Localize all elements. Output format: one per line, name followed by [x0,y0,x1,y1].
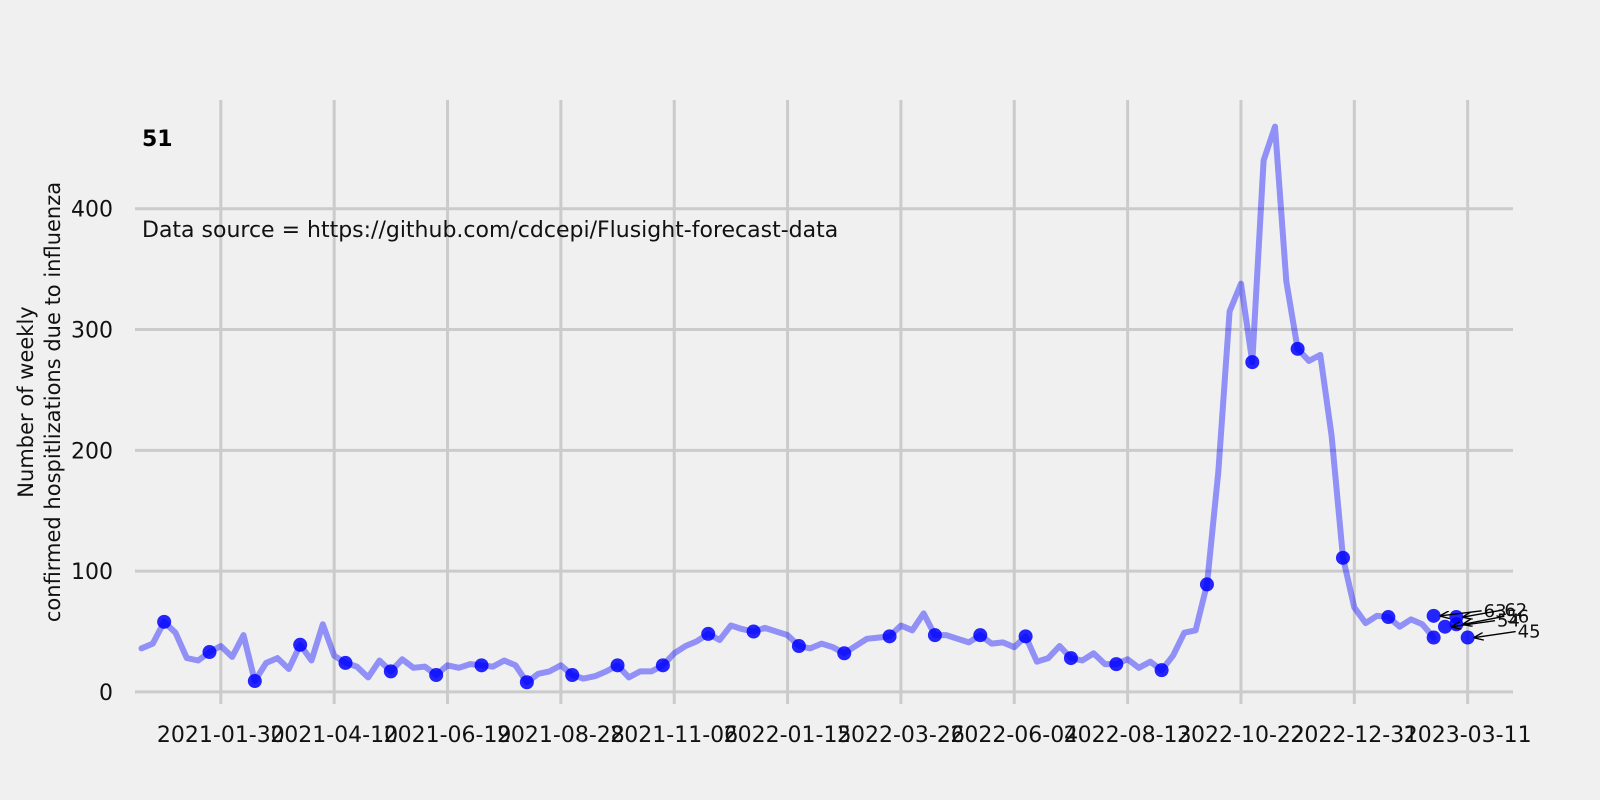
annotation-arrow [1463,615,1505,624]
data-point [1063,651,1078,666]
data-point [1290,341,1305,356]
data-point [474,658,489,673]
last-data-point [1449,617,1464,632]
data-point [157,614,172,629]
data-point [565,668,580,683]
data-point [701,626,716,641]
last-data-point [1426,608,1441,623]
series-line [138,123,1437,686]
data-point [293,637,308,652]
data-point [973,628,988,643]
x-tick-label: 2022-03-26 [837,723,965,748]
x-tick-label: 2021-04-10 [270,723,398,748]
data-point [1245,355,1260,370]
x-tick-label: 2023-03-11 [1404,723,1532,748]
last-point-label: 45 [1518,622,1541,643]
data-point [837,646,852,661]
y-tick-label: 200 [71,439,113,464]
data-point [383,664,398,679]
data-point [610,658,625,673]
data-point [1199,577,1214,592]
last-data-point [1437,619,1452,634]
x-tick-label: 2021-06-19 [384,723,512,748]
chart-title: 51 [142,127,173,152]
y-axis-label-line: confirmed hospitlizations due to influen… [41,182,65,622]
data-point [202,645,217,660]
data-point [1018,629,1033,644]
data-point [1426,630,1441,645]
data-point [791,639,806,654]
annotation-arrow [1441,610,1482,616]
x-tick-label: 2022-01-15 [724,723,852,748]
y-tick-label: 400 [71,198,113,223]
data-point [746,624,761,639]
y-axis-label: Number of weekly confirmed hospitlization… [14,182,65,622]
data-point [519,675,534,690]
y-tick-label: 300 [71,319,113,344]
y-axis-label-line: Number of weekly [14,306,38,497]
annotation-arrow [1463,609,1503,617]
data-point [655,658,670,673]
x-tick-label: 2022-06-04 [950,723,1078,748]
marker-layer [157,341,1475,690]
data-point [429,668,444,683]
annotation-arrow [1475,630,1516,638]
x-tick-label: 2022-08-13 [1064,723,1192,748]
y-tick-label: 100 [71,560,113,585]
data-point [1381,610,1396,625]
grid [135,100,1513,704]
data-point [882,629,897,644]
data-point [247,674,262,689]
data-point [1109,657,1124,672]
data-source-annotation: Data source = https://github.com/cdcepi/… [142,218,838,243]
x-tick-label: 2021-11-06 [610,723,738,748]
x-tick-label: 2021-08-28 [497,723,625,748]
annotation-arrow [1452,619,1496,627]
last-point-label: 56 [1506,606,1529,627]
x-tick-label: 2022-12-31 [1290,723,1418,748]
data-point [1335,550,1350,565]
data-point [338,655,353,670]
last-data-point [1460,630,1475,645]
series-line-layer [138,123,1437,686]
data-point [927,628,942,643]
x-tick-label: 2021-01-30 [157,723,285,748]
last-point-label: 62 [1504,600,1527,621]
x-tick-label: 2022-10-22 [1177,723,1305,748]
axis-tick-labels: 0 100 200 300 400 2021-01-302021-04-102021-06… [71,198,1532,748]
y-tick-label: 0 [99,681,113,706]
data-point [1154,663,1169,678]
